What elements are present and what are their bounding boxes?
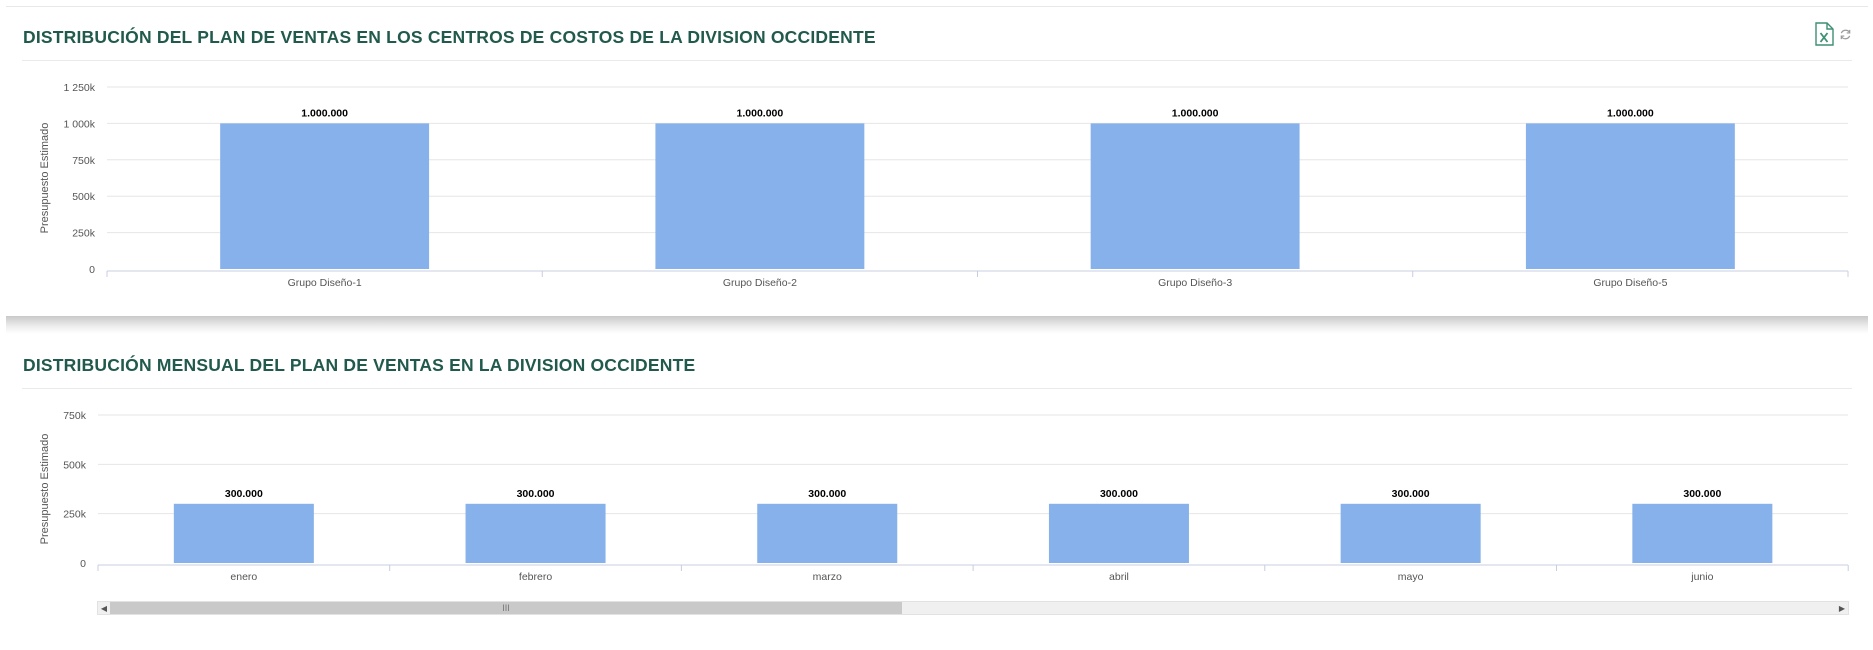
- data-label: 1.000.000: [301, 107, 348, 119]
- y-axis-title: Presupuesto Estimado: [39, 123, 51, 234]
- bar: [1340, 503, 1481, 563]
- chart-panel-monthly: DISTRIBUCIÓN MENSUAL DEL PLAN DE VENTAS …: [6, 335, 1868, 645]
- bar: [655, 123, 865, 270]
- y-tick-label: 750k: [63, 410, 87, 422]
- x-tick-label: marzo: [813, 571, 842, 583]
- y-tick-label: 750k: [72, 155, 96, 167]
- title-divider: [22, 60, 1852, 61]
- bar-chart-cost-centers: 0 250k 500k 750k 1 000k 1 250k 1.000.000 Grupo …: [39, 82, 1849, 289]
- bar: [1048, 503, 1189, 563]
- bar: [1525, 123, 1735, 270]
- chart-title: DISTRIBUCIÓN MENSUAL DEL PLAN DE VENTAS …: [23, 355, 696, 375]
- data-label: 300.000: [1392, 488, 1430, 500]
- data-label: 300.000: [225, 488, 263, 500]
- bar: [465, 503, 606, 563]
- title-divider: [22, 388, 1852, 389]
- data-label: 300.000: [517, 488, 555, 500]
- x-tick-label: Grupo Diseño-5: [1593, 277, 1667, 289]
- chart-title: DISTRIBUCIÓN DEL PLAN DE VENTAS EN LOS C…: [23, 27, 876, 47]
- x-tick-label: Grupo Diseño-3: [1158, 277, 1232, 289]
- data-label: 1.000.000: [1172, 107, 1219, 119]
- scrollbar-thumb[interactable]: III: [110, 602, 902, 614]
- y-tick-label: 0: [89, 264, 95, 276]
- horizontal-scrollbar[interactable]: ◀ III ▶: [97, 601, 1849, 615]
- y-tick-label: 0: [80, 558, 86, 570]
- x-tick-label: enero: [230, 571, 257, 583]
- y-tick-label: 500k: [63, 459, 87, 471]
- x-tick-label: Grupo Diseño-1: [288, 277, 362, 289]
- scroll-left-icon[interactable]: ◀: [100, 603, 108, 613]
- data-label: 1.000.000: [1607, 107, 1654, 119]
- bar: [1090, 123, 1300, 270]
- bar-chart-monthly: 0 250k 500k 750k 300.000 enero 300.000 febrero 3…: [39, 410, 1849, 583]
- bar: [1632, 503, 1773, 563]
- y-tick-label: 1 000k: [63, 118, 95, 130]
- data-label: 300.000: [808, 488, 846, 500]
- excel-export-icon[interactable]: [1813, 22, 1835, 51]
- y-tick-label: 250k: [63, 509, 87, 521]
- x-tick-label: junio: [1690, 571, 1713, 583]
- x-tick-label: abril: [1109, 571, 1129, 583]
- chart-toolbar: [1813, 22, 1852, 51]
- bar: [220, 123, 430, 270]
- y-tick-label: 1 250k: [63, 82, 95, 94]
- y-axis-title: Presupuesto Estimado: [39, 434, 51, 545]
- data-label: 300.000: [1100, 488, 1138, 500]
- bar: [757, 503, 898, 563]
- chart-panel-cost-centers: DISTRIBUCIÓN DEL PLAN DE VENTAS EN LOS C…: [6, 6, 1868, 315]
- scrollbar-grip: III: [502, 603, 510, 613]
- refresh-icon[interactable]: [1839, 28, 1852, 46]
- data-label: 300.000: [1683, 488, 1721, 500]
- x-tick-label: Grupo Diseño-2: [723, 277, 797, 289]
- data-label: 1.000.000: [737, 107, 784, 119]
- bar: [173, 503, 314, 563]
- y-tick-label: 500k: [72, 191, 96, 203]
- y-tick-label: 250k: [72, 228, 96, 240]
- panel-separator: [6, 316, 1868, 334]
- x-tick-label: febrero: [519, 571, 552, 583]
- x-tick-label: mayo: [1398, 571, 1424, 583]
- scroll-right-icon[interactable]: ▶: [1838, 603, 1846, 613]
